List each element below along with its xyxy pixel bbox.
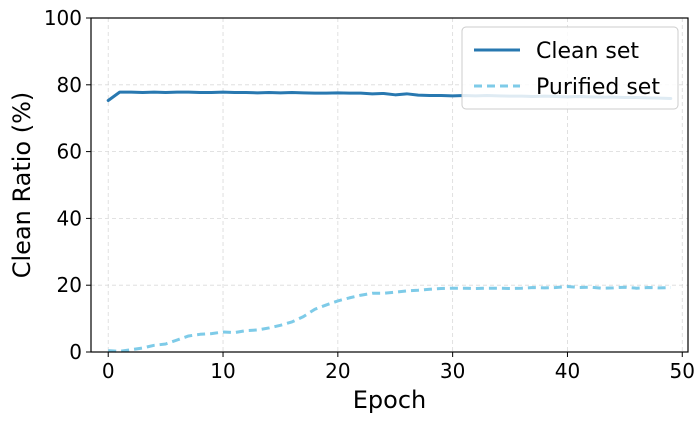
x-tick-label: 0 bbox=[102, 359, 115, 383]
x-tick-label: 40 bbox=[555, 359, 580, 383]
legend-box bbox=[461, 26, 679, 110]
series-line-purified-set bbox=[108, 285, 671, 353]
legend-label-clean-set: Clean set bbox=[536, 39, 639, 64]
x-axis-title: Epoch bbox=[353, 386, 427, 414]
x-tick-label: 50 bbox=[670, 359, 695, 383]
series-layer bbox=[106, 90, 673, 353]
legend-label-purified-set: Purified set bbox=[536, 75, 660, 100]
y-tick-label: 80 bbox=[57, 73, 82, 97]
y-tick-label: 20 bbox=[57, 273, 82, 297]
y-tick-label: 100 bbox=[44, 6, 82, 30]
y-tick-label: 60 bbox=[57, 140, 82, 164]
y-axis-title: Clean Ratio (%) bbox=[8, 92, 36, 279]
x-tick-label: 20 bbox=[325, 359, 350, 383]
y-tick-label: 0 bbox=[69, 340, 82, 364]
x-tick-label: 30 bbox=[440, 359, 465, 383]
legend: Clean set Purified set bbox=[461, 26, 679, 110]
y-tick-label: 40 bbox=[57, 206, 82, 230]
plot-frame bbox=[90, 17, 689, 353]
ticks: 0 10 20 30 40 50 0 20 40 60 80 100 bbox=[44, 6, 695, 383]
x-tick-label: 10 bbox=[210, 359, 235, 383]
